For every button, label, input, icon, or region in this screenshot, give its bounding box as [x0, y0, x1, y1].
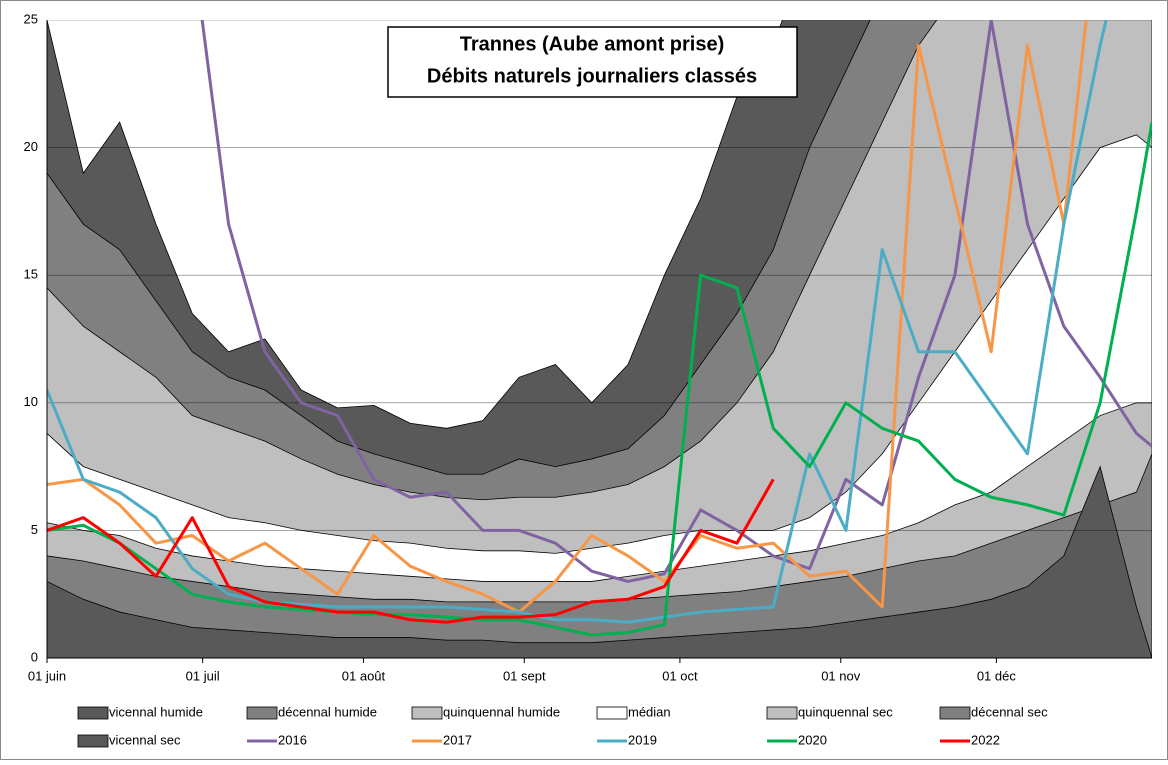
- area: [47, 465, 1152, 658]
- axes: 0 5 10 15 20 25 01 juin 01 juil 01 août 01 sept 01…: [24, 11, 1152, 683]
- x-tick-label: 01 juin: [28, 668, 66, 683]
- y-tick-label: 20: [24, 139, 38, 154]
- y-tick-label: 15: [24, 267, 38, 282]
- y-tick-label: 10: [24, 394, 38, 409]
- legend-label: décennal humide: [278, 704, 377, 719]
- y-tick-label: 25: [24, 11, 38, 26]
- chart-subtitle: Débits naturels journaliers classés: [427, 65, 757, 87]
- legend-swatch: [766, 706, 798, 720]
- legend-swatch: [596, 706, 628, 720]
- legend-label: quinquennal humide: [443, 704, 560, 719]
- legend-label: 2020: [798, 732, 827, 747]
- legend-label: vicennal sec: [109, 732, 181, 747]
- line: [47, 20, 1088, 614]
- plot-area: [47, 20, 1152, 658]
- legend-swatch: [77, 706, 109, 720]
- legend-swatch: [77, 734, 109, 748]
- x-tick-label: 01 sept: [503, 668, 546, 683]
- x-tick-label: 01 oct: [662, 668, 698, 683]
- x-tick-label: 01 nov: [821, 668, 861, 683]
- legend-label: 2022: [971, 732, 1000, 747]
- area: [47, 134, 1152, 658]
- legend-swatch: [939, 706, 971, 720]
- y-tick-label: 5: [31, 522, 38, 537]
- chart-title: Trannes (Aube amont prise): [460, 33, 725, 55]
- title-box: [387, 26, 798, 98]
- line: [47, 20, 1108, 624]
- legend-label: médian: [628, 704, 671, 719]
- x-tick-label: 01 août: [342, 668, 386, 683]
- legend: vicennal humide décennal humide quinquenna…: [77, 704, 1048, 748]
- legend-swatch: [411, 706, 443, 720]
- line: [47, 121, 1152, 637]
- x-tick-label: 01 déc: [977, 668, 1017, 683]
- line: [200, 20, 1152, 583]
- x-tick-label: 01 juil: [186, 668, 220, 683]
- legend-label: 2017: [443, 732, 472, 747]
- y-tick-label: 0: [31, 649, 38, 664]
- legend-label: décennal sec: [971, 704, 1048, 719]
- legend-swatch: [246, 706, 278, 720]
- legend-label: vicennal humide: [109, 704, 203, 719]
- legend-label: 2016: [278, 732, 307, 747]
- legend-label: 2019: [628, 732, 657, 747]
- line: [47, 478, 775, 624]
- legend-label: quinquennal sec: [798, 704, 893, 719]
